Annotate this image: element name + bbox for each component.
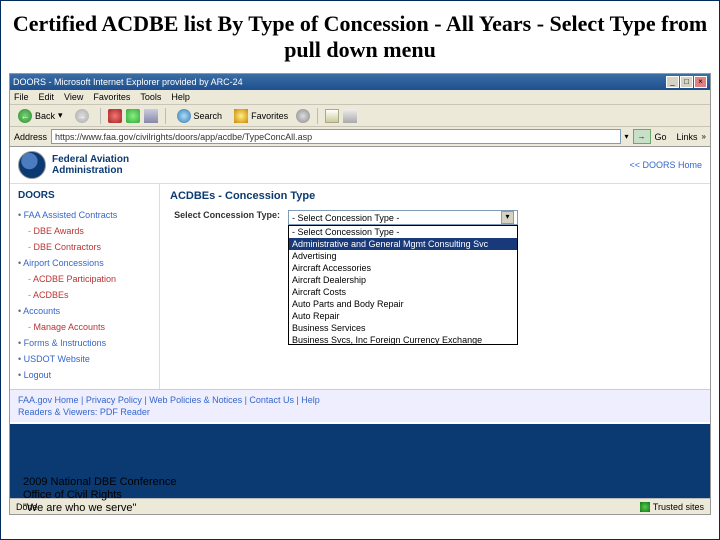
browser-window: DOORS - Microsoft Internet Explorer prov… xyxy=(9,73,711,515)
back-button[interactable]: ←Back ▾ xyxy=(14,108,67,124)
concession-type-options[interactable]: - Select Concession Type -Administrative… xyxy=(288,225,518,345)
select-option[interactable]: Aircraft Accessories xyxy=(289,262,517,274)
slide-footer: 2009 National DBE Conference Office of C… xyxy=(23,476,176,515)
panel-heading: ACDBEs - Concession Type xyxy=(170,190,700,202)
status-right: Trusted sites xyxy=(653,502,704,512)
concession-type-select[interactable]: - Select Concession Type - ▾ xyxy=(288,210,518,225)
sidebar-item[interactable]: Airport Concessions xyxy=(18,255,153,271)
shield-icon xyxy=(640,502,650,512)
sidebar-item[interactable]: USDOT Website xyxy=(18,351,153,367)
footer-links: FAA.gov Home | Privacy Policy | Web Poli… xyxy=(10,389,710,422)
toolbar: ←Back ▾ → Search Favorites xyxy=(10,105,710,127)
menu-edit[interactable]: Edit xyxy=(39,92,55,102)
select-value: - Select Concession Type - xyxy=(292,213,399,223)
select-option[interactable]: Business Svcs, Inc Foreign Currency Exch… xyxy=(289,334,517,345)
maximize-icon[interactable]: □ xyxy=(680,76,693,88)
select-label: Select Concession Type: xyxy=(170,210,280,221)
close-icon[interactable]: × xyxy=(694,76,707,88)
select-option[interactable]: Administrative and General Mgmt Consulti… xyxy=(289,238,517,250)
menu-help[interactable]: Help xyxy=(171,92,190,102)
mail-icon[interactable] xyxy=(325,109,339,123)
sidebar-item[interactable]: Logout xyxy=(18,367,153,383)
menubar: File Edit View Favorites Tools Help xyxy=(10,90,710,105)
menu-favorites[interactable]: Favorites xyxy=(93,92,130,102)
faa-name-1: Federal Aviation xyxy=(52,154,129,165)
favorites-button[interactable]: Favorites xyxy=(230,108,292,124)
faa-name-2: Administration xyxy=(52,165,129,176)
select-option[interactable]: Advertising xyxy=(289,250,517,262)
doors-home-link[interactable]: << DOORS Home xyxy=(629,160,702,170)
menu-file[interactable]: File xyxy=(14,92,29,102)
address-bar: Address https://www.faa.gov/civilrights/… xyxy=(10,127,710,147)
sidebar-item[interactable]: DBE Awards xyxy=(18,223,153,239)
stop-icon[interactable] xyxy=(108,109,122,123)
faa-header: Federal Aviation Administration << DOORS… xyxy=(10,147,710,184)
forward-button[interactable]: → xyxy=(71,108,93,124)
select-option[interactable]: Auto Repair xyxy=(289,310,517,322)
sidebar-item[interactable]: Accounts xyxy=(18,303,153,319)
sidebar-item[interactable]: DBE Contractors xyxy=(18,239,153,255)
menu-view[interactable]: View xyxy=(64,92,83,102)
address-input[interactable]: https://www.faa.gov/civilrights/doors/ap… xyxy=(51,129,620,144)
sidebar-item[interactable]: ACDBEs xyxy=(18,287,153,303)
go-button[interactable]: → xyxy=(633,129,651,144)
print-icon[interactable] xyxy=(343,109,357,123)
menu-tools[interactable]: Tools xyxy=(140,92,161,102)
sidebar-item[interactable]: Manage Accounts xyxy=(18,319,153,335)
footer-row-1[interactable]: FAA.gov Home | Privacy Policy | Web Poli… xyxy=(18,394,702,406)
sidebar: DOORS FAA Assisted ContractsDBE AwardsDB… xyxy=(10,184,160,389)
refresh-icon[interactable] xyxy=(126,109,140,123)
select-option[interactable]: Auto Parts and Body Repair xyxy=(289,298,517,310)
go-label: Go xyxy=(655,132,667,142)
slide-title: Certified ACDBE list By Type of Concessi… xyxy=(9,11,711,63)
sidebar-item[interactable]: Forms & Instructions xyxy=(18,335,153,351)
sidebar-item[interactable]: ACDBE Participation xyxy=(18,271,153,287)
chevron-down-icon[interactable]: ▾ xyxy=(501,211,514,224)
minimize-icon[interactable]: _ xyxy=(666,76,679,88)
main-panel: ACDBEs - Concession Type Select Concessi… xyxy=(160,184,710,389)
select-option[interactable]: Business Services xyxy=(289,322,517,334)
faa-seal-icon xyxy=(18,151,46,179)
home-icon[interactable] xyxy=(144,109,158,123)
select-option[interactable]: Aircraft Dealership xyxy=(289,274,517,286)
search-button[interactable]: Search xyxy=(173,108,227,124)
links-label[interactable]: Links xyxy=(677,132,698,142)
history-icon[interactable] xyxy=(296,109,310,123)
window-titlebar: DOORS - Microsoft Internet Explorer prov… xyxy=(10,74,710,90)
sidebar-item[interactable]: FAA Assisted Contracts xyxy=(18,207,153,223)
address-label: Address xyxy=(14,132,47,142)
select-option[interactable]: Aircraft Costs xyxy=(289,286,517,298)
footer-row-2[interactable]: Readers & Viewers: PDF Reader xyxy=(18,406,702,418)
select-option[interactable]: - Select Concession Type - xyxy=(289,226,517,238)
sidebar-title: DOORS xyxy=(18,190,153,201)
window-title: DOORS - Microsoft Internet Explorer prov… xyxy=(13,77,243,87)
